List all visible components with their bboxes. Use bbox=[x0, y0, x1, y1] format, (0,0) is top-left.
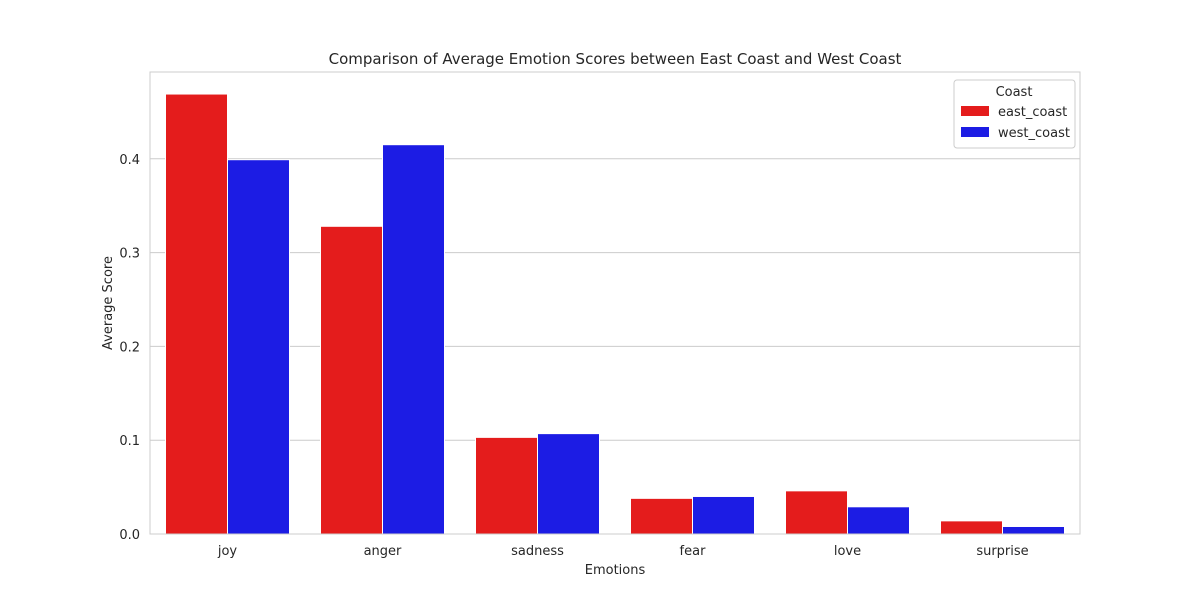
y-tick-label: 0.1 bbox=[119, 434, 140, 449]
y-axis-label: Average Score bbox=[101, 256, 116, 350]
legend-label: west_coast bbox=[998, 126, 1070, 141]
legend-swatch-west_coast bbox=[961, 127, 989, 137]
bar-east_coast-love bbox=[785, 490, 848, 535]
bar-west_coast-love bbox=[847, 506, 910, 535]
legend-items: east_coast west_coast bbox=[961, 105, 1070, 141]
bar-east_coast-anger bbox=[320, 225, 383, 535]
x-axis-label: Emotions bbox=[585, 563, 646, 578]
x-tick-label: surprise bbox=[976, 544, 1028, 559]
y-tick-label: 0.3 bbox=[119, 247, 140, 262]
bar-east_coast-surprise bbox=[940, 520, 1003, 535]
x-tick-label: anger bbox=[364, 544, 402, 559]
bar-east_coast-sadness bbox=[475, 436, 538, 535]
bar-east_coast-joy bbox=[165, 93, 228, 535]
bar-west_coast-fear bbox=[692, 495, 755, 535]
chart-title: Comparison of Average Emotion Scores bet… bbox=[329, 50, 902, 68]
plot-area bbox=[149, 71, 1081, 535]
y-tick-label: 0.0 bbox=[119, 528, 140, 543]
x-axis-ticks: joy anger sadness fear love surprise bbox=[217, 544, 1029, 559]
plot-background bbox=[150, 72, 1080, 534]
legend-label: east_coast bbox=[998, 105, 1067, 120]
bar-east_coast-fear bbox=[630, 497, 693, 535]
legend: Coast east_coast west_coast bbox=[953, 79, 1076, 149]
y-axis-ticks: 0.0 0.1 0.2 0.3 0.4 bbox=[119, 153, 140, 543]
x-tick-label: joy bbox=[217, 544, 238, 559]
y-tick-label: 0.2 bbox=[119, 340, 140, 355]
plot-frame bbox=[149, 71, 1081, 535]
bar-west_coast-surprise bbox=[1002, 525, 1065, 535]
legend-swatch-east_coast bbox=[961, 106, 989, 116]
bar-west_coast-joy bbox=[227, 159, 290, 535]
legend-title: Coast bbox=[996, 85, 1033, 100]
bars bbox=[165, 93, 1065, 535]
x-tick-label: fear bbox=[680, 544, 707, 559]
x-tick-label: sadness bbox=[511, 544, 564, 559]
y-tick-label: 0.4 bbox=[119, 153, 140, 168]
x-tick-label: love bbox=[834, 544, 861, 559]
bar-west_coast-anger bbox=[382, 144, 445, 535]
bar-west_coast-sadness bbox=[537, 433, 600, 535]
